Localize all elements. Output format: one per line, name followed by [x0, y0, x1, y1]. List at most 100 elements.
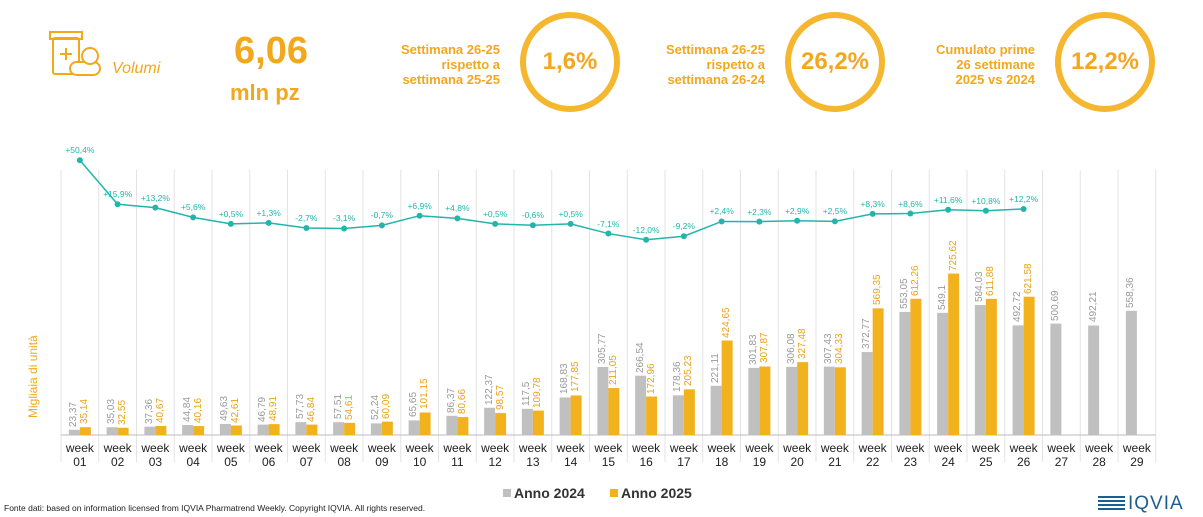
bar: [532, 410, 544, 435]
trend-value-label: +0,5%: [218, 208, 244, 219]
bar: [144, 426, 156, 435]
bar-value-label: 301,83: [747, 334, 759, 365]
legend-label: Anno 2024: [514, 485, 585, 501]
legend-swatch: [610, 489, 618, 497]
bar-value-label: 42,61: [230, 397, 242, 423]
bar-value-label: 177,85: [570, 361, 582, 393]
trend-point: [378, 222, 385, 229]
x-tick-label: week 26: [1009, 441, 1038, 469]
trend-value-label: -9,2%: [672, 221, 695, 232]
trend-value-label: +5,6%: [180, 202, 206, 213]
x-tick-label: week 18: [707, 441, 736, 469]
bar-value-label: 306,08: [785, 333, 797, 364]
kpi-label: rispetto a: [706, 57, 765, 72]
bar: [910, 298, 922, 435]
trend-point: [1020, 205, 1027, 212]
y-axis-title-box: Migliaia di unità: [14, 268, 64, 428]
bar-value-label: 725,62: [947, 239, 959, 271]
x-tick-label: week 04: [179, 441, 208, 469]
bar-value-label: 172,96: [645, 362, 657, 394]
trend-point: [341, 225, 348, 232]
y-axis-title: Migliaia di unità: [26, 335, 40, 418]
bar: [1050, 323, 1062, 435]
x-tick-label: week 17: [669, 441, 698, 469]
bar-value-label: 307,43: [823, 333, 835, 364]
bar-value-label: 211,05: [607, 355, 619, 386]
bar-value-label: 60,09: [381, 393, 393, 419]
bar-value-label: 37,36: [143, 398, 155, 424]
bar-value-label: 553,05: [898, 278, 910, 309]
x-tick-label: week 20: [783, 441, 812, 469]
kpi-label: settimana 26-24: [667, 72, 765, 87]
bar-value-label: 23,37: [68, 401, 80, 427]
bar: [635, 375, 647, 435]
x-tick-label: week 13: [518, 441, 547, 469]
trend-point: [907, 210, 914, 217]
kpi-label: 26 settimane: [956, 57, 1035, 72]
bar: [570, 395, 582, 435]
trend-value-label: +50,4%: [65, 145, 95, 156]
bar: [182, 425, 194, 435]
x-tick-label: week 01: [65, 441, 94, 469]
bar-value-label: 372,77: [861, 318, 873, 350]
trend-point: [605, 230, 612, 237]
bar: [646, 396, 658, 435]
trend-point: [265, 219, 272, 226]
trend-value-label: +10,8%: [971, 195, 1001, 206]
bar: [193, 426, 205, 435]
kpi-label: Cumulato prime: [936, 42, 1035, 57]
trend-point: [643, 236, 650, 243]
bar-value-label: 98,57: [494, 385, 506, 411]
trend-point: [303, 224, 310, 231]
bar-value-label: 327,48: [796, 328, 808, 360]
bar: [834, 367, 846, 435]
bar: [344, 422, 356, 435]
bar: [985, 298, 997, 435]
bar: [419, 412, 431, 435]
trend-value-label: +2,4%: [709, 206, 734, 217]
bar: [381, 421, 393, 435]
total-value: 6,06: [234, 30, 308, 72]
trend-point: [114, 201, 121, 208]
bar-value-label: 35,03: [106, 399, 118, 425]
x-tick-label: week 16: [632, 441, 661, 469]
bar-value-label: 305,77: [596, 333, 608, 364]
trend-point: [567, 220, 574, 227]
trend-value-label: +12,2%: [1009, 193, 1039, 204]
x-tick-label: week 11: [443, 441, 472, 469]
bar-value-label: 424,65: [721, 306, 733, 338]
bar-value-label: 109,78: [532, 376, 544, 408]
bar: [484, 407, 496, 435]
bar-value-label: 44,84: [181, 396, 193, 423]
bar: [559, 397, 571, 435]
bar-value-label: 46,84: [305, 396, 317, 422]
bar: [683, 389, 695, 435]
bar: [333, 422, 345, 435]
bar-value-label: 40,16: [192, 398, 204, 424]
kpi-value: 12,2%: [1055, 12, 1155, 112]
kpi-label: Settimana 26-25: [666, 42, 765, 57]
trend-value-label: +0,5%: [558, 208, 583, 219]
bar: [230, 425, 242, 435]
trend-point: [945, 206, 952, 213]
kpi-label: rispetto a: [441, 57, 500, 72]
bar: [306, 424, 318, 435]
bar-value-label: 500,69: [1049, 290, 1061, 321]
volumi-icon: [49, 31, 101, 76]
bar: [79, 427, 91, 435]
trend-point: [680, 233, 687, 240]
trend-value-label: +8,3%: [860, 198, 885, 209]
bar: [1012, 325, 1024, 435]
x-tick-label: week 10: [405, 441, 434, 469]
x-tick-label: week 21: [820, 441, 849, 469]
bar-value-label: 57,51: [332, 394, 344, 420]
trend-value-label: -0,6%: [521, 210, 544, 221]
bar-value-label: 48,91: [268, 396, 280, 422]
trend-value-label: +11,6%: [933, 194, 963, 205]
x-tick-label: week 12: [481, 441, 510, 469]
legend-label: Anno 2025: [621, 485, 692, 501]
kpi-value: 1,6%: [520, 12, 620, 112]
bar: [797, 362, 809, 435]
bar-value-label: 101,15: [419, 378, 431, 410]
